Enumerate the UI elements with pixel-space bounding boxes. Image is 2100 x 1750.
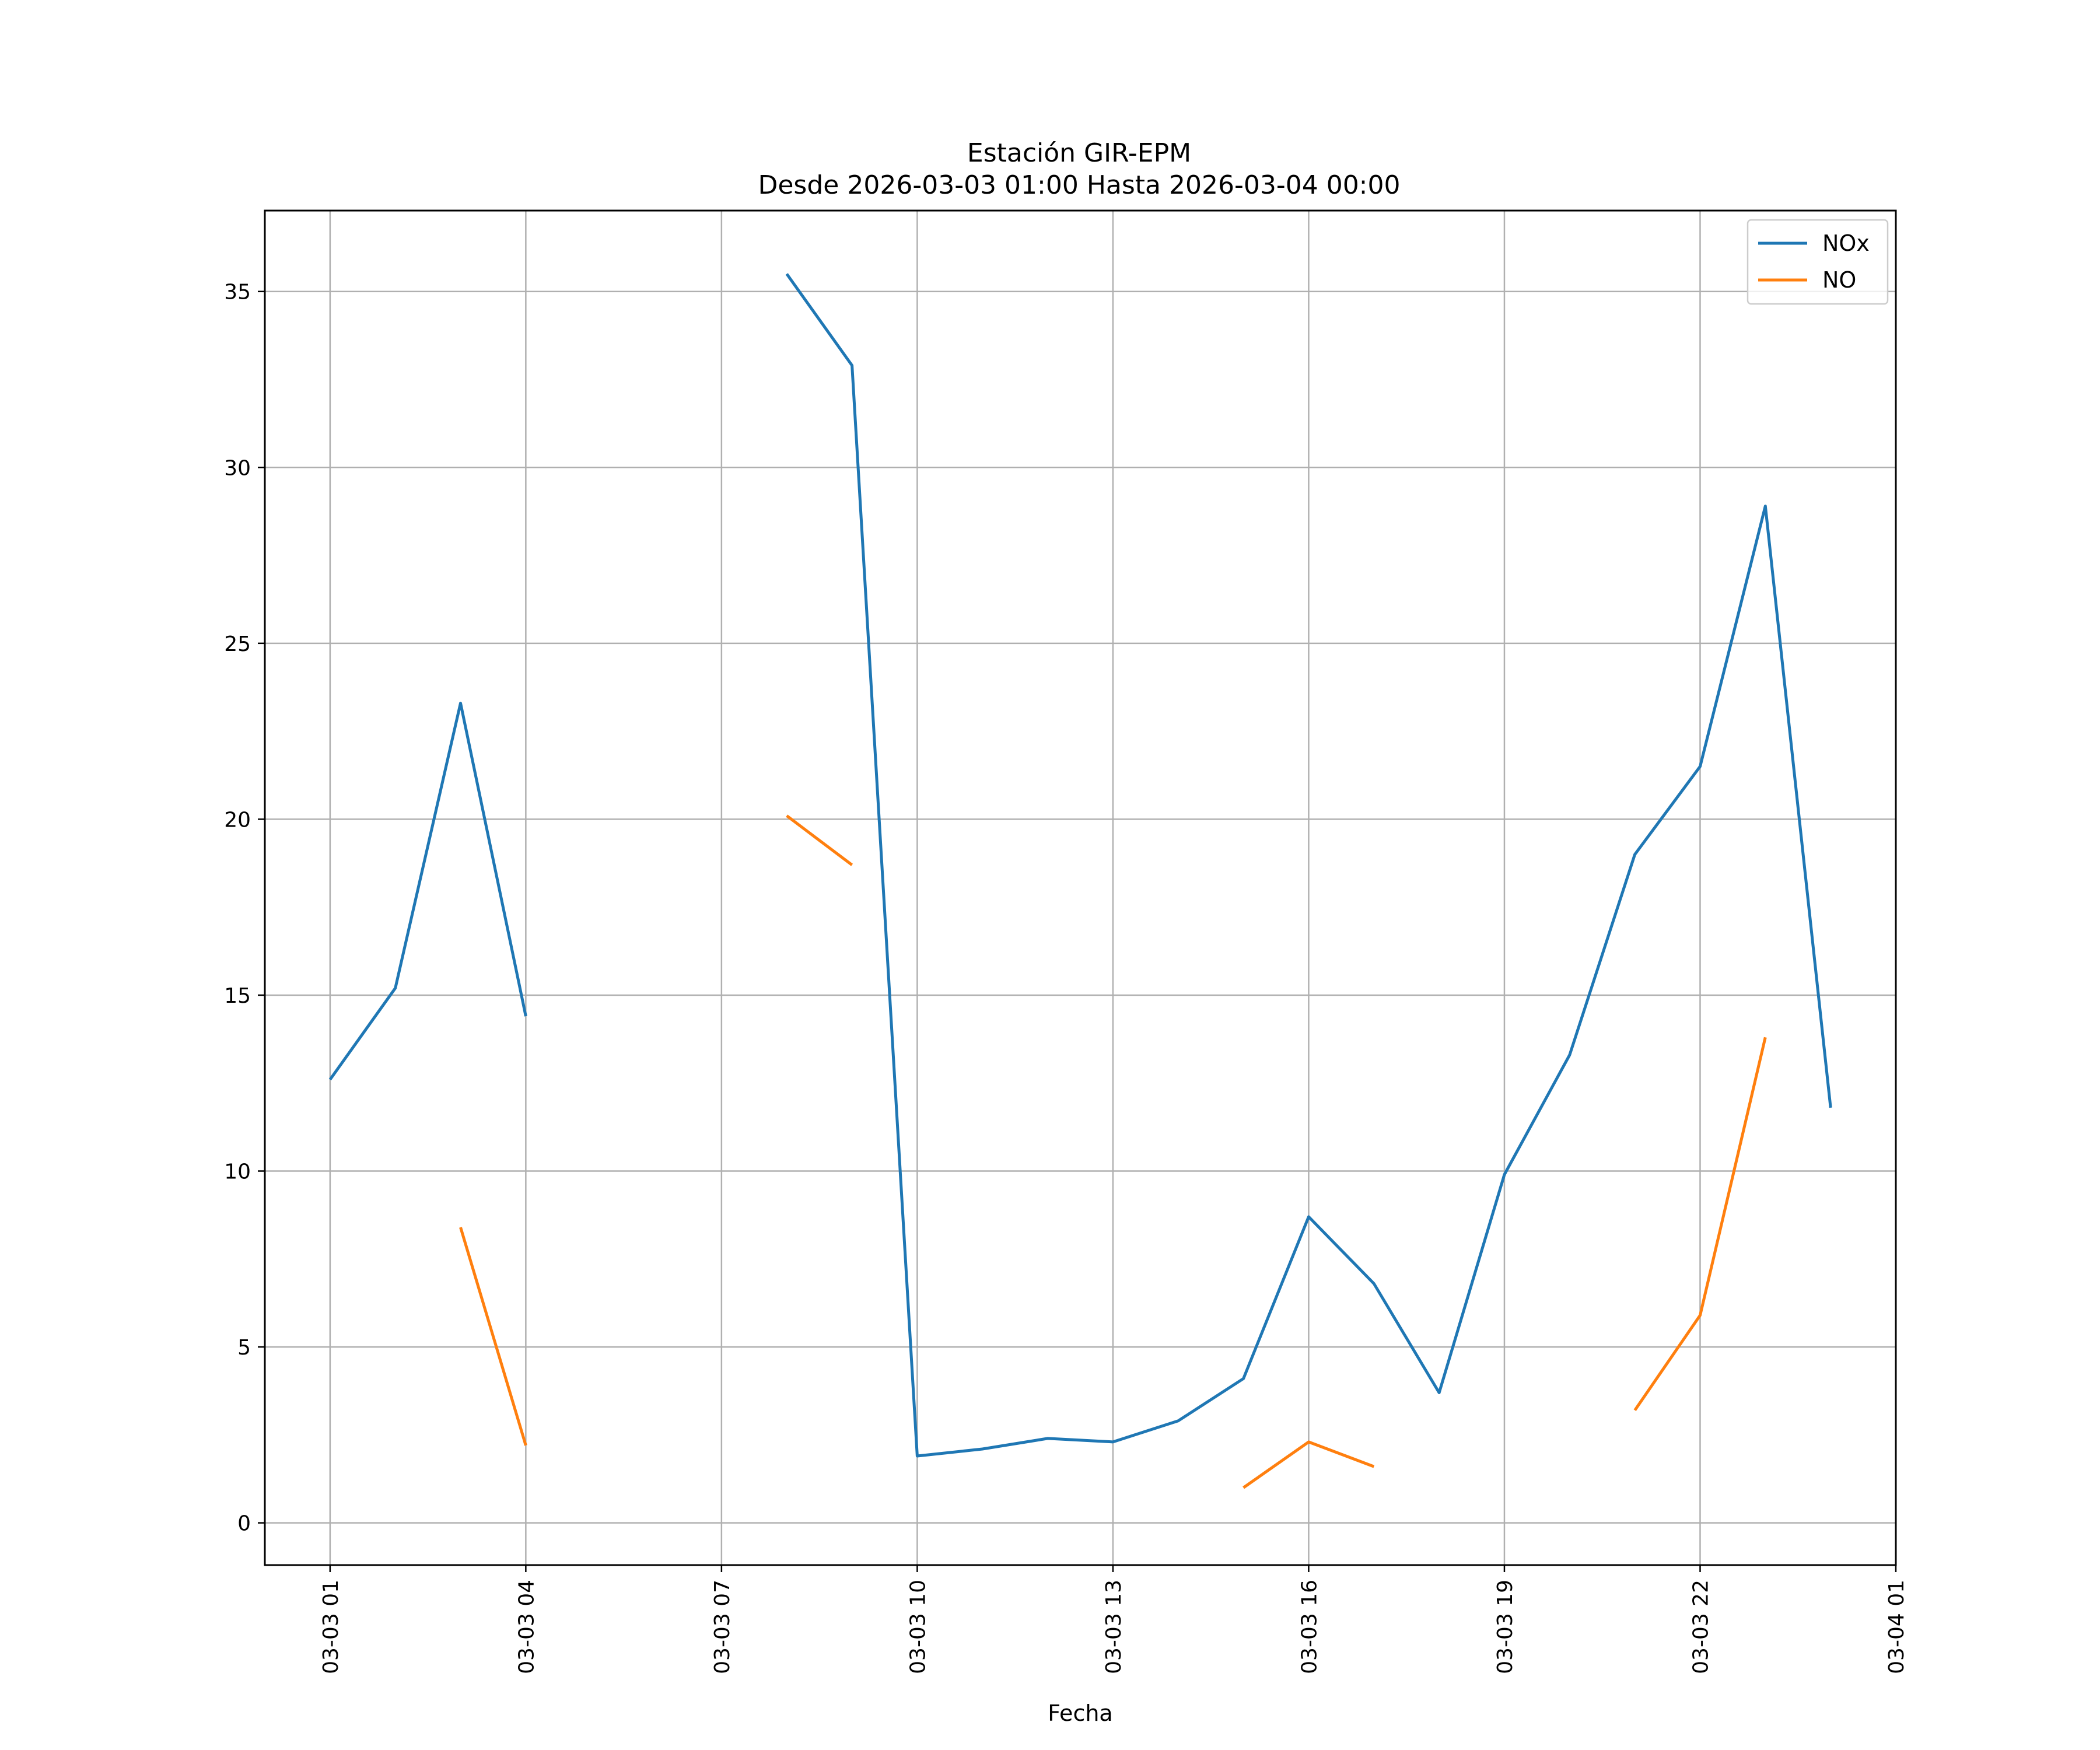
x-tick-label: 03-03 13 [1102, 1580, 1126, 1674]
legend: NOx NO [1746, 219, 1889, 305]
series-layer [328, 273, 1832, 1489]
x-tick-label: 03-03 10 [906, 1580, 930, 1674]
y-axis: 0 5 10 15 20 25 30 35 [224, 281, 265, 1536]
x-tick-label: 03-03 19 [1493, 1580, 1517, 1674]
series-line-nox [328, 273, 1832, 1458]
y-tick-label: 15 [224, 984, 251, 1008]
y-tick-label: 20 [224, 808, 251, 832]
chart-subtitle: Desde 2026-03-03 01:00 Hasta 2026-03-04 … [758, 170, 1400, 200]
legend-label-nox: NOx [1822, 230, 1870, 256]
legend-box [1746, 219, 1889, 305]
y-tick-label: 35 [224, 281, 251, 304]
x-tick-label: 03-03 01 [319, 1580, 343, 1674]
series-line-no [459, 814, 1767, 1489]
x-tick-label: 03-03 16 [1297, 1580, 1321, 1674]
y-tick-label: 0 [237, 1512, 251, 1536]
y-tick-label: 30 [224, 456, 251, 480]
y-tick-label: 5 [237, 1336, 251, 1360]
plot-frame [264, 209, 1897, 1566]
x-axis-label: Fecha [1048, 1700, 1112, 1726]
x-tick-label: 03-03 07 [710, 1580, 734, 1674]
x-axis: 03-03 01 03-03 04 03-03 07 03-03 10 03-03 13… [319, 1565, 1909, 1674]
legend-label-no: NO [1822, 267, 1856, 293]
y-tick-label: 25 [224, 632, 251, 656]
y-tick-label: 10 [224, 1160, 251, 1184]
x-tick-label: 03-03 04 [514, 1580, 538, 1674]
grid [265, 211, 1897, 1565]
x-tick-label: 03-04 01 [1885, 1580, 1909, 1674]
chart-title: Estación GIR-EPM [967, 138, 1191, 168]
x-tick-label: 03-03 22 [1689, 1580, 1713, 1674]
